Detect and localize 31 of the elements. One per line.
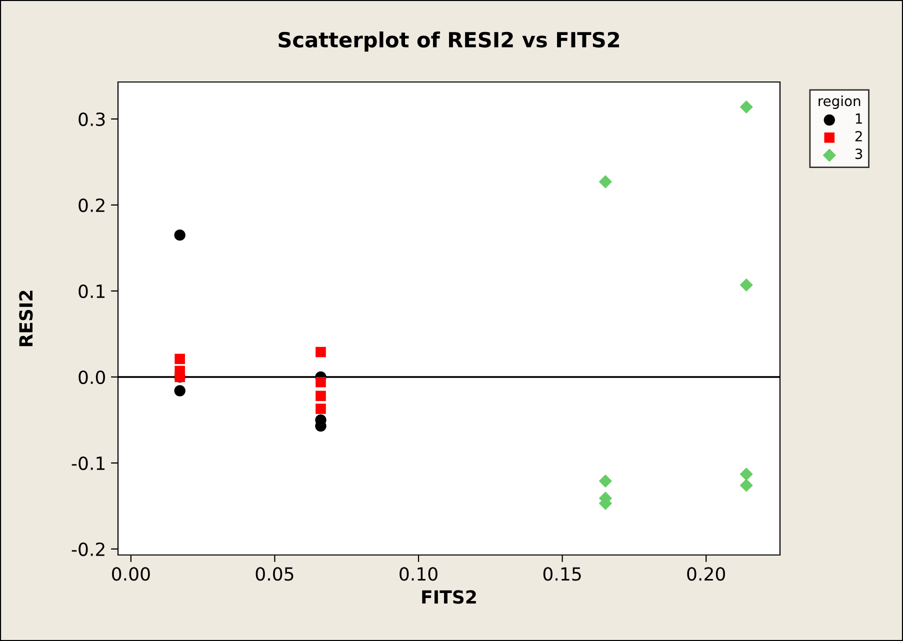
legend-label: 2: [855, 130, 862, 142]
x-tick-label: 0.00: [112, 567, 150, 581]
point: [740, 468, 753, 481]
y-axis-title: RESI2: [19, 290, 33, 346]
y-tick-label: -0.1: [72, 456, 105, 470]
x-tick-label: 0.10: [400, 567, 438, 581]
x-tick-label: 0.20: [687, 567, 725, 581]
point: [740, 100, 753, 114]
point: [174, 385, 186, 396]
x-tick-label: 0.05: [256, 567, 294, 581]
point: [598, 474, 612, 488]
y-tick-label: 0.3: [78, 112, 105, 126]
y-tick-label: 0.1: [78, 284, 105, 298]
legend-label: 1: [856, 114, 862, 124]
point: [316, 390, 326, 402]
point: [316, 404, 326, 414]
y-tick-label: 0.2: [78, 198, 104, 212]
point: [174, 229, 186, 241]
point: [598, 175, 612, 188]
point: [740, 478, 753, 492]
y-tick-label: -0.2: [72, 542, 104, 556]
y-tick-label: 0.0: [78, 370, 105, 384]
chart-title: Scatterplot of RESI2 vs FITS2: [278, 31, 620, 52]
legend-label: 3: [855, 148, 862, 160]
legend-title: region: [818, 96, 860, 109]
point: [174, 354, 185, 364]
point: [316, 376, 326, 388]
point: [740, 278, 753, 292]
x-axis-title: FITS2: [422, 590, 476, 604]
point: [316, 346, 326, 358]
x-tick-label: 0.15: [543, 567, 581, 581]
